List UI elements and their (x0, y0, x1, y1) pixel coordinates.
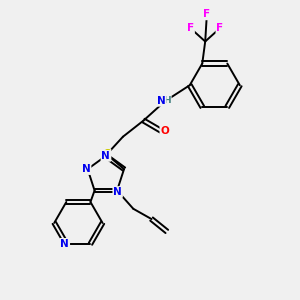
Text: N: N (113, 187, 122, 197)
Text: N: N (101, 151, 110, 161)
Text: O: O (160, 126, 169, 136)
Text: F: F (203, 9, 210, 20)
Text: S: S (103, 149, 110, 159)
Text: F: F (216, 23, 224, 33)
Text: N: N (61, 239, 69, 249)
Text: H: H (163, 96, 171, 105)
Text: N: N (82, 164, 91, 174)
Text: N: N (157, 96, 166, 106)
Text: F: F (187, 23, 194, 33)
